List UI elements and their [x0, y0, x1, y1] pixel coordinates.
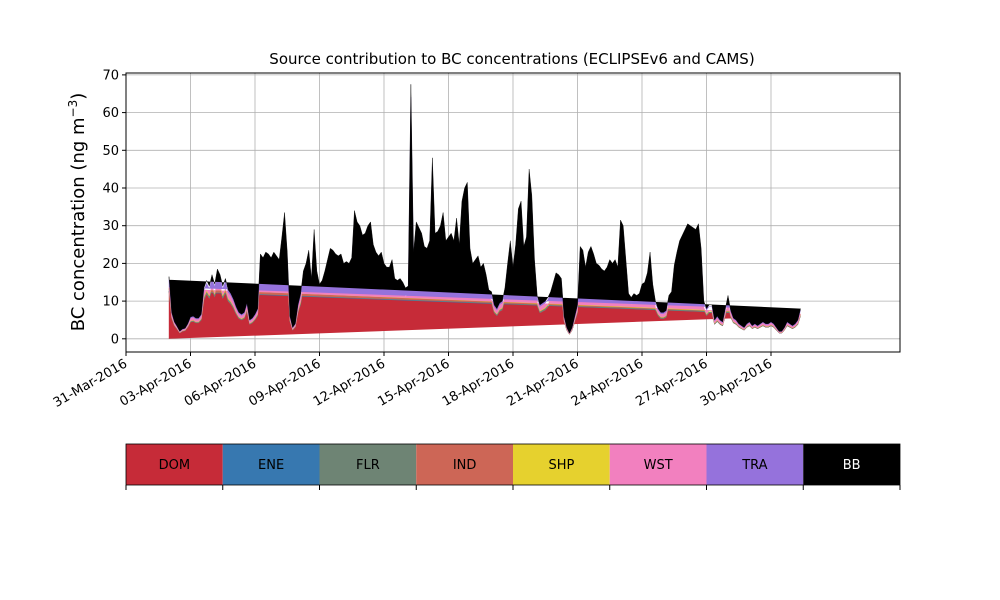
legend-label-flr: FLR	[356, 458, 380, 473]
legend-swatch-ene	[222, 444, 320, 485]
legend-label-ind: IND	[453, 458, 477, 473]
legend-swatch-flr	[319, 444, 417, 485]
legend-label-wst: WST	[644, 458, 673, 473]
legend-label-bb: BB	[843, 458, 861, 473]
legend: DOM ENE FLR IND SHP WST TRA BB	[125, 443, 901, 490]
legend-swatch-dom	[126, 444, 223, 485]
y-tick-label: 30	[102, 219, 119, 234]
y-tick-label: 40	[102, 181, 119, 196]
y-tick-label: 70	[102, 68, 119, 83]
legend-swatch-bb	[803, 444, 900, 485]
y-tick-label: 10	[102, 295, 119, 310]
legend-swatch-wst	[609, 444, 707, 485]
legend-label-ene: ENE	[258, 458, 284, 473]
legend-label-tra: TRA	[741, 458, 767, 473]
area-series-bb	[168, 84, 801, 334]
legend-label-dom: DOM	[159, 458, 190, 473]
y-axis-label: BC concentration (ng m−3)	[66, 93, 89, 332]
legend-swatch-shp	[513, 444, 610, 485]
y-tick-label: 20	[102, 257, 119, 272]
y-axis-ticks: 0 10 20 30 40 50 60 70	[102, 68, 126, 347]
stacked-areas	[168, 84, 801, 339]
y-tick-label: 0	[111, 332, 119, 347]
y-tick-label: 50	[102, 144, 119, 159]
legend-label-shp: SHP	[548, 458, 574, 473]
legend-swatch-ind	[416, 444, 513, 485]
chart-title: Source contribution to BC concentrations…	[269, 50, 754, 68]
y-tick-label: 60	[102, 106, 119, 121]
legend-swatch-tra	[706, 444, 804, 485]
